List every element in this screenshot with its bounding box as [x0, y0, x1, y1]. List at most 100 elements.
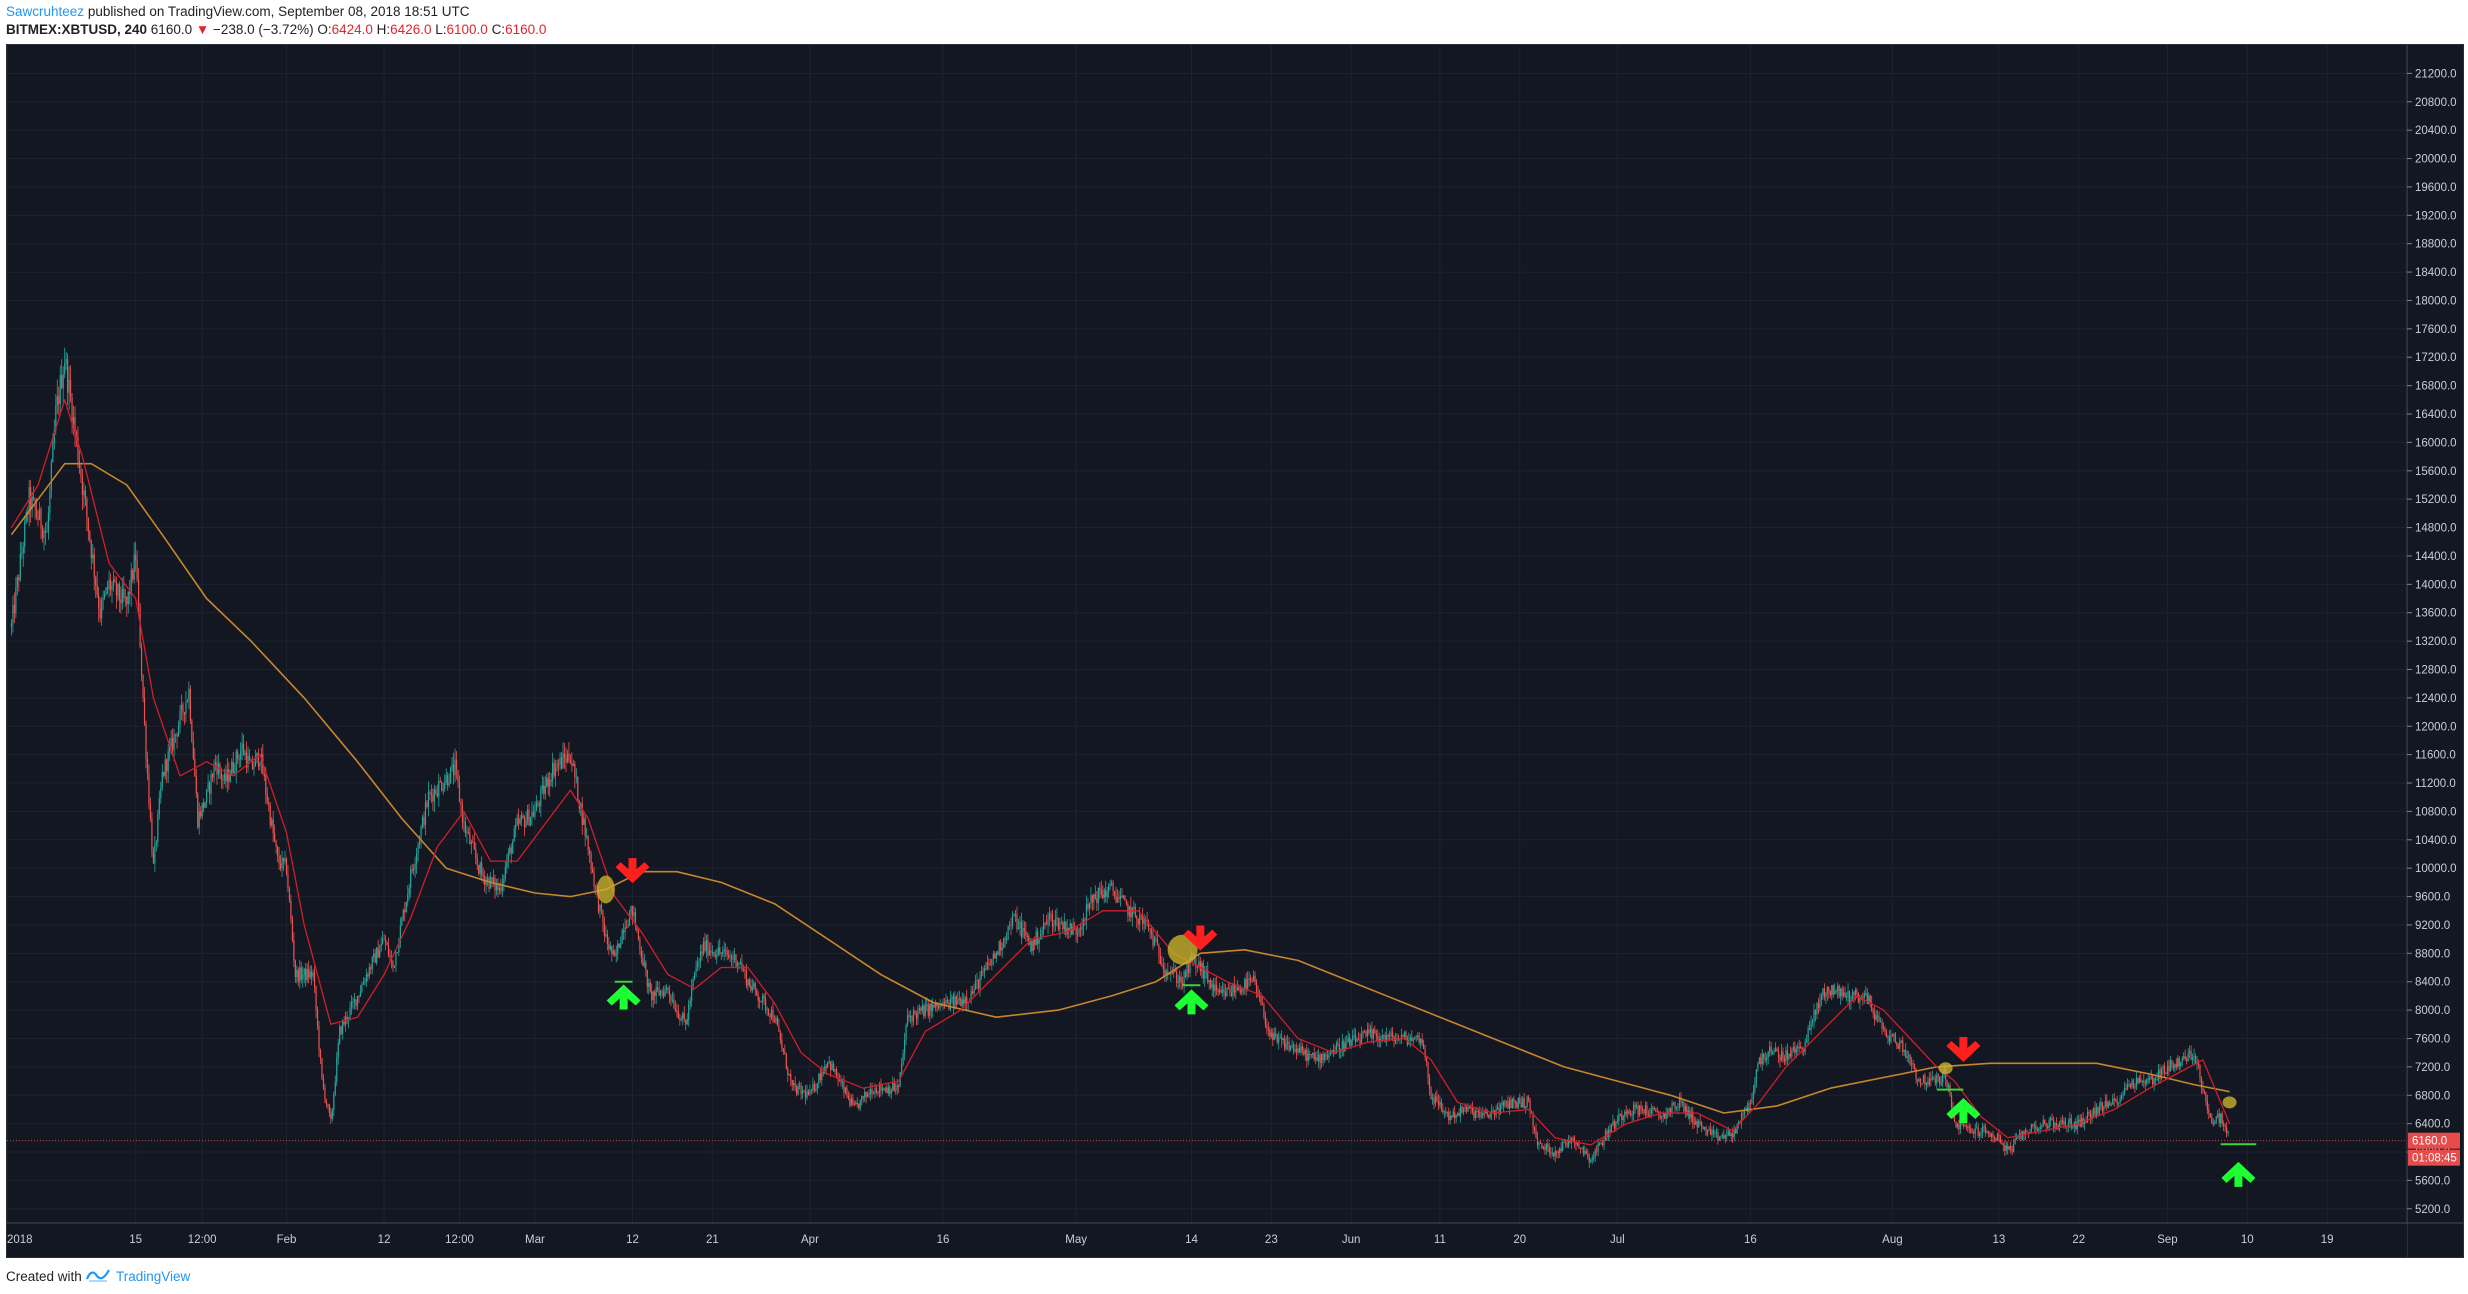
candle-body [1661, 1115, 1663, 1118]
candle-body [1535, 1129, 1537, 1138]
candle [98, 586, 100, 622]
candle [105, 586, 107, 597]
candle [1776, 1047, 1778, 1052]
candle-body [72, 417, 75, 425]
tradingview-brand-link[interactable]: TradingView [116, 1269, 191, 1284]
candle-body [1649, 1113, 1651, 1116]
candle [1696, 1118, 1698, 1134]
candle-body [1848, 991, 1851, 1003]
candle-body [93, 554, 95, 577]
candle-body [631, 906, 634, 916]
candle-body [1162, 966, 1164, 970]
candle-body [242, 743, 245, 755]
candle [560, 751, 563, 770]
candle-body [781, 1039, 783, 1049]
candle-body [143, 697, 146, 724]
tradingview-logo-icon[interactable] [86, 1267, 110, 1283]
candle-body [396, 952, 398, 954]
candle-body [448, 783, 450, 785]
candle [864, 1088, 866, 1103]
candle [764, 992, 767, 1014]
author-link[interactable]: Sawcruhteez [6, 4, 85, 19]
time-tick-label: 12:00 [188, 1234, 217, 1246]
candle-body [2014, 1138, 2016, 1145]
candle [1507, 1095, 1509, 1109]
candle-body [208, 783, 211, 794]
candle [1113, 890, 1116, 900]
candle [739, 958, 742, 966]
candle [1748, 1099, 1750, 1113]
candle-body [311, 971, 313, 977]
chart-pane[interactable]: 5200.05600.06000.06400.06800.07200.07600… [6, 44, 2464, 1258]
candle-body [1545, 1144, 1547, 1150]
candle-body [108, 579, 110, 590]
candle [2092, 1107, 2095, 1119]
candle [2045, 1122, 2047, 1133]
candle-body [1054, 918, 1057, 925]
candle [225, 764, 227, 788]
candle-body [1090, 895, 1092, 904]
candle-body [380, 943, 382, 951]
candle [2177, 1055, 2179, 1069]
candle-body [1040, 933, 1042, 940]
candle-body [930, 1003, 932, 1011]
candle [1872, 1007, 1874, 1019]
candle [537, 800, 539, 808]
candle-body [772, 1009, 774, 1021]
candle-body [1337, 1043, 1339, 1045]
candle-body [2215, 1116, 2217, 1123]
candle-body [1501, 1102, 1503, 1105]
candle-body [1953, 1113, 1956, 1122]
candle [2149, 1075, 2151, 1084]
candle-body [287, 873, 289, 889]
candle-body [16, 577, 18, 588]
candle-body [492, 877, 495, 882]
candle [2156, 1072, 2158, 1082]
candle-body [222, 779, 224, 781]
candle [1455, 1114, 1457, 1123]
candle [747, 978, 749, 991]
candle [753, 980, 755, 991]
candle-body [1446, 1111, 1448, 1113]
candle [673, 992, 675, 1009]
candle [1703, 1127, 1706, 1131]
candle-body [247, 755, 249, 768]
candle-body [2212, 1123, 2214, 1125]
candle [869, 1082, 872, 1101]
candle [1523, 1092, 1525, 1109]
candle [284, 850, 286, 865]
candle [1182, 976, 1184, 990]
candle-body [241, 743, 243, 751]
candle [801, 1085, 804, 1099]
candle-body [1887, 1036, 1889, 1038]
candle-body [294, 960, 296, 978]
candle [1006, 931, 1008, 944]
candle-body [713, 951, 715, 954]
candle-body [1672, 1102, 1675, 1104]
candle-body [220, 772, 223, 780]
candle [2008, 1145, 2010, 1151]
candle [2061, 1115, 2064, 1125]
candle-body [932, 1004, 934, 1011]
candle-body [2091, 1115, 2093, 1120]
candle [2217, 1109, 2219, 1119]
candle [213, 759, 215, 783]
candle [986, 955, 989, 971]
price-chart[interactable]: 5200.05600.06000.06400.06800.07200.07600… [7, 45, 2463, 1257]
candle [1579, 1147, 1581, 1154]
candle-body [114, 579, 116, 583]
candle-body [1903, 1050, 1905, 1052]
candle-body [544, 785, 546, 795]
candle [1501, 1096, 1503, 1110]
candle-body [1436, 1096, 1438, 1101]
candle-body [538, 804, 540, 806]
candle-body [1389, 1035, 1391, 1037]
candle-body [1987, 1131, 1990, 1134]
candle [1807, 1025, 1809, 1046]
candle [1109, 880, 1111, 891]
candle [318, 1020, 320, 1058]
candle [1430, 1085, 1432, 1100]
candle-body [13, 604, 15, 614]
candle-body [454, 759, 456, 776]
candle-body [1244, 978, 1246, 990]
